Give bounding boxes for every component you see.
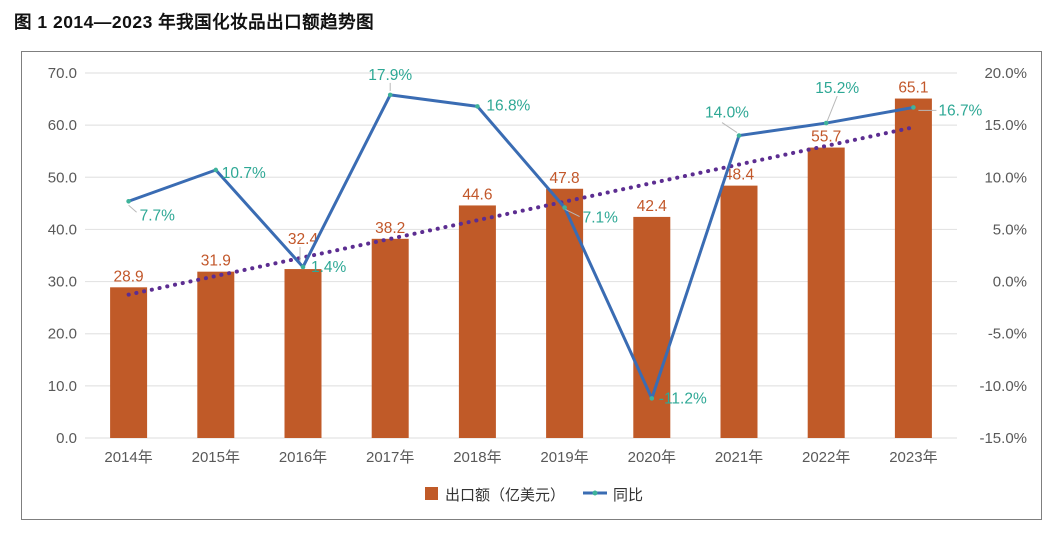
growth-label: -11.2% [659, 390, 707, 407]
x-axis-tick: 2021年 [715, 449, 763, 466]
line-marker [126, 198, 131, 204]
x-axis-tick: 2015年 [192, 449, 240, 466]
bar-value-label: 55.7 [811, 129, 841, 146]
x-axis-tick: 2016年 [279, 449, 327, 466]
right-axis-tick: -5.0% [988, 326, 1027, 343]
line-marker [649, 396, 655, 401]
bar [633, 216, 671, 438]
right-axis-tick: -15.0% [979, 430, 1027, 447]
line-marker [823, 120, 829, 126]
growth-label: 7.1% [583, 210, 619, 227]
left-axis-tick: 20.0 [48, 326, 77, 343]
bar [284, 269, 322, 438]
legend-bar-label: 出口额（亿美元） [445, 487, 565, 504]
bar [546, 188, 584, 438]
bar-value-label: 48.4 [724, 167, 755, 184]
growth-label: 16.7% [938, 102, 982, 119]
left-axis-tick: 60.0 [48, 117, 77, 134]
bar-value-label: 31.9 [201, 253, 231, 270]
chart-panel: 70.0 60.0 50.0 40.0 30.0 20.0 10.0 0.0 20.0% 15.0… [21, 51, 1042, 520]
growth-label-leader [721, 122, 738, 133]
left-axis-tick: 40.0 [48, 221, 77, 238]
left-axis-tick: 50.0 [48, 169, 77, 186]
bar-value-label: 42.4 [637, 198, 668, 215]
figure-title: 图 1 2014—2023 年我国化妆品出口额趋势图 [14, 12, 375, 32]
growth-label-leader [565, 209, 580, 217]
line-marker [911, 105, 916, 110]
line-marker [736, 133, 742, 138]
x-axis-tick: 2018年 [453, 449, 501, 466]
growth-label: 15.2% [815, 80, 859, 97]
growth-label-leader [128, 204, 137, 213]
left-axis-tick: 10.0 [48, 378, 77, 395]
growth-label: 7.7% [140, 207, 176, 224]
bar-value-label: 38.2 [375, 220, 405, 237]
growth-label: 10.7% [222, 165, 266, 182]
line-marker [300, 264, 306, 270]
chart-svg: 70.0 60.0 50.0 40.0 30.0 20.0 10.0 0.0 20.0% 15.0… [48, 65, 1027, 504]
right-axis-tick: 20.0% [984, 65, 1027, 82]
bar-value-label: 44.6 [462, 186, 492, 203]
x-axis-tick: 2019年 [540, 449, 588, 466]
x-axis-tick: 2014年 [104, 449, 152, 466]
bar-value-label: 32.4 [288, 231, 319, 248]
right-axis-tick: 15.0% [984, 117, 1027, 134]
x-axis-tick: 2017年 [366, 449, 414, 466]
growth-label: 14.0% [705, 105, 749, 122]
bar [110, 287, 148, 438]
growth-label: 17.9% [368, 67, 412, 84]
right-axis-tick: -10.0% [979, 378, 1027, 395]
legend-line-marker [592, 490, 598, 496]
trendline [126, 125, 916, 297]
growth-line [127, 93, 915, 400]
bar-value-label: 65.1 [898, 80, 928, 97]
line-marker [562, 205, 567, 210]
growth-label-leader [826, 95, 838, 122]
growth-label: 1.4% [311, 259, 347, 276]
legend-bar-swatch [425, 487, 438, 500]
left-axis-tick: 30.0 [48, 274, 77, 291]
right-axis-tick: 10.0% [984, 169, 1027, 186]
bar [371, 238, 409, 438]
bar [458, 205, 496, 438]
line-marker [387, 92, 393, 98]
bar-value-label: 28.9 [114, 268, 144, 285]
left-axis-tick: 0.0 [56, 430, 77, 447]
line-marker [213, 167, 219, 173]
x-axis-tick: 2023年 [889, 449, 937, 466]
legend-line-label: 同比 [613, 487, 643, 504]
bar [197, 271, 235, 438]
bar [807, 147, 845, 439]
x-axis-tick: 2022年 [802, 449, 850, 466]
right-axis-tick: 5.0% [993, 221, 1027, 238]
line-marker [475, 104, 480, 109]
left-axis-tick: 70.0 [48, 65, 77, 82]
bar-value-label: 47.8 [550, 170, 580, 187]
bar [720, 185, 758, 438]
right-axis-tick: 0.0% [993, 274, 1027, 291]
bar [894, 98, 932, 439]
growth-label: 16.8% [486, 97, 530, 114]
x-axis-tick: 2020年 [628, 449, 676, 466]
